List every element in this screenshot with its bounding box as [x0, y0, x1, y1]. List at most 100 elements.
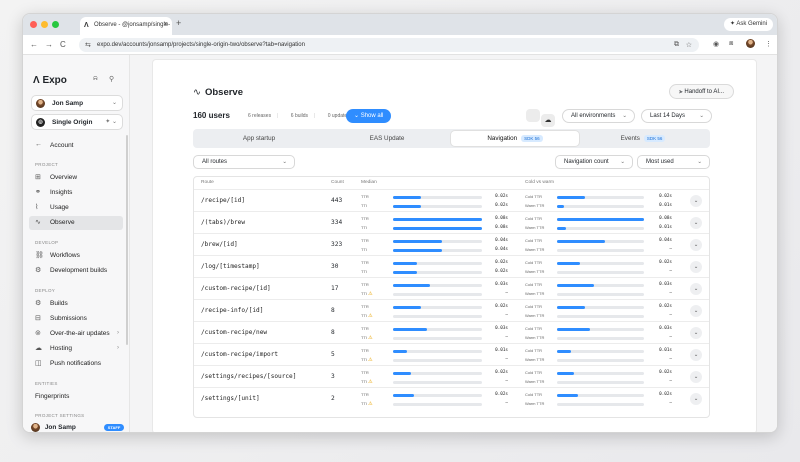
sidebar-item-ota-updates[interactable]: ⊚ Over-the-air updates › — [35, 330, 119, 337]
close-window-icon[interactable] — [30, 21, 37, 28]
route-count: 8 — [331, 307, 335, 314]
expand-row-button[interactable]: ⌄ — [690, 371, 702, 383]
environment-dropdown[interactable]: All environments ⌄ — [562, 109, 635, 123]
cold-bar — [557, 328, 644, 331]
sort-dropdown[interactable]: Most used ⌄ — [637, 155, 710, 169]
sidebar-item-overview[interactable]: ⊞ Overview — [35, 174, 78, 181]
url-text: expo.dev/accounts/jonsamp/projects/singl… — [97, 42, 305, 48]
cold-ttr-label: Cold TTR — [525, 326, 543, 331]
tab-app-startup[interactable]: App startup — [242, 135, 276, 142]
cold-ttr-label: Cold TTR — [525, 348, 543, 353]
expand-row-button[interactable]: ⌄ — [690, 239, 702, 251]
show-all-button[interactable]: ⌄ Show all — [346, 109, 392, 123]
sidebar-item-account[interactable]: ← Account — [35, 141, 74, 149]
sidebar-item-submissions[interactable]: ⊟ Submissions — [35, 315, 87, 322]
warm-value: — — [669, 357, 672, 362]
routes-filter-dropdown[interactable]: All routes ⌄ — [193, 155, 295, 169]
ttr-label: TTR — [361, 304, 369, 309]
column-header-cold-warm: Cold vs warm — [525, 180, 555, 185]
tab-bar: Λ Observe - @jonsamp/single- × + ✦ Ask G… — [23, 14, 777, 35]
cold-value: 0.01s — [659, 348, 672, 353]
expand-row-button[interactable]: ⌄ — [690, 327, 702, 339]
pin-chevron-icon: ✦ ⌄ — [105, 119, 117, 125]
sidebar-item-dev-builds[interactable]: ⚙ Development builds — [35, 267, 108, 274]
bookmark-star-icon[interactable]: ☆ — [685, 42, 692, 49]
sidebar-item-workflows[interactable]: ⛓ Workflows — [35, 252, 80, 259]
expand-row-button[interactable]: ⌄ — [690, 393, 702, 405]
cold-ttr-label: Cold TTR — [525, 216, 543, 221]
ttr-bar-fill — [393, 328, 427, 331]
forward-icon[interactable]: → — [45, 40, 53, 49]
bell-icon[interactable]: ⍾ — [93, 75, 98, 82]
warm-value: — — [669, 247, 672, 252]
expand-row-button[interactable]: ⌄ — [690, 349, 702, 361]
route-count: 443 — [331, 197, 343, 204]
tti-label: TTI ⚠ — [361, 313, 373, 319]
table-row[interactable]: /custom-recipe/new 8 TTR TTI ⚠ 0.03s — Cold TT… — [194, 321, 709, 343]
tab-navigation[interactable]: Navigation SDK 56 — [451, 131, 579, 146]
close-tab-icon[interactable]: × — [163, 21, 168, 28]
date-range-dropdown[interactable]: Last 14 Days ⌄ — [641, 109, 712, 123]
table-row[interactable]: /custom-recipe/[id] 17 TTR TTI ⚠ 0.03s — Cold … — [194, 277, 709, 299]
table-row[interactable]: /(tabs)/brew 334 TTR TTI 0.08s 0.08s Cold TTR W… — [194, 211, 709, 233]
expand-row-button[interactable]: ⌄ — [690, 283, 702, 295]
cold-bar-fill — [557, 284, 594, 287]
new-tab-icon[interactable]: + — [176, 18, 182, 28]
url-input[interactable]: ⇆ expo.dev/accounts/jonsamp/projects/sin… — [79, 38, 699, 52]
tti-bar — [393, 227, 482, 230]
sidebar-item-fingerprints[interactable]: Fingerprints — [35, 393, 70, 400]
table-row[interactable]: /custom-recipe/import 5 TTR TTI ⚠ 0.01s — Cold… — [194, 343, 709, 365]
avatar — [36, 99, 45, 108]
chevron-right-icon: › — [117, 345, 119, 351]
sidebar-item-observe[interactable]: ∿ Observe — [29, 216, 123, 230]
project-selector[interactable]: ◎ Single Origin ✦ ⌄ — [31, 114, 123, 130]
minimize-window-icon[interactable] — [41, 21, 48, 28]
footer-user[interactable]: Jon Samp STAFF — [31, 423, 125, 432]
metric-dropdown[interactable]: Navigation count ⌄ — [555, 155, 633, 169]
table-row[interactable]: /brew/[id] 323 TTR TTI 0.04s 0.04s Cold TTR War… — [194, 233, 709, 255]
site-settings-icon[interactable]: ⇆ — [85, 42, 91, 49]
reload-icon[interactable]: C — [60, 40, 66, 49]
tti-value: — — [505, 313, 508, 318]
sidebar-item-push[interactable]: ◫ Push notifications — [35, 360, 101, 367]
expand-row-button[interactable]: ⌄ — [690, 305, 702, 317]
route-count: 17 — [331, 285, 339, 292]
puzzle-icon[interactable]: ⧈ — [729, 40, 734, 47]
search-icon[interactable]: ⚲ — [109, 76, 115, 83]
expo-logo[interactable]: Λ Expo — [33, 75, 67, 86]
menu-kebab-icon[interactable]: ⋮ — [765, 41, 772, 48]
maximize-window-icon[interactable] — [52, 21, 59, 28]
cold-ttr-label: Cold TTR — [525, 304, 543, 309]
table-row[interactable]: /recipe/[id] 443 TTR TTI 0.02s 0.02s Cold TTR W… — [194, 189, 709, 211]
notification-icon: ◫ — [35, 360, 42, 367]
cold-bar-fill — [557, 196, 585, 199]
table-row[interactable]: /settings/recipes/[source] 3 TTR TTI ⚠ 0.02s… — [194, 365, 709, 387]
expand-row-button[interactable]: ⌄ — [690, 217, 702, 229]
back-icon[interactable]: ← — [30, 40, 38, 49]
sidebar-item-insights[interactable]: ⚭ Insights — [35, 189, 73, 196]
cold-bar-fill — [557, 240, 605, 243]
install-icon[interactable]: ⧉ — [674, 41, 679, 48]
ask-gemini-button[interactable]: ✦ Ask Gemini — [723, 18, 773, 31]
table-row[interactable]: /log/[timestamp] 30 TTR TTI 0.02s 0.02s Cold T… — [194, 255, 709, 277]
sidebar-item-hosting[interactable]: ☁ Hosting › — [35, 345, 119, 352]
extension-icon[interactable]: ◉ — [713, 41, 720, 48]
tab-eas-update[interactable]: EAS Update — [369, 135, 405, 142]
sidebar-item-usage[interactable]: ⌇ Usage — [35, 204, 69, 211]
account-selector[interactable]: Jon Samp ⌄ — [31, 95, 123, 111]
apple-icon[interactable] — [526, 109, 540, 122]
tti-bar-fill — [393, 271, 417, 274]
tab-events[interactable]: Events SDK 56 — [579, 131, 707, 146]
profile-avatar[interactable] — [746, 39, 755, 50]
expand-row-button[interactable]: ⌄ — [690, 261, 702, 273]
ttr-value: 0.02s — [495, 304, 508, 309]
sidebar-scrollbar[interactable] — [126, 135, 128, 345]
table-row[interactable]: /recipe-info/[id] 8 TTR TTI ⚠ 0.02s — Cold TTR… — [194, 299, 709, 321]
android-icon[interactable]: ☁ — [541, 114, 555, 127]
sidebar-item-builds[interactable]: ⚙ Builds — [35, 300, 68, 307]
route-path: /custom-recipe/import — [201, 351, 279, 358]
browser-tab[interactable]: Λ Observe - @jonsamp/single- × — [80, 17, 172, 35]
handoff-ai-button[interactable]: ⪢ Handoff to AI... — [669, 84, 734, 99]
expand-row-button[interactable]: ⌄ — [690, 195, 702, 207]
table-row[interactable]: /settings/[unit] 2 TTR TTI ⚠ 0.02s — Cold TTR W… — [194, 387, 709, 409]
